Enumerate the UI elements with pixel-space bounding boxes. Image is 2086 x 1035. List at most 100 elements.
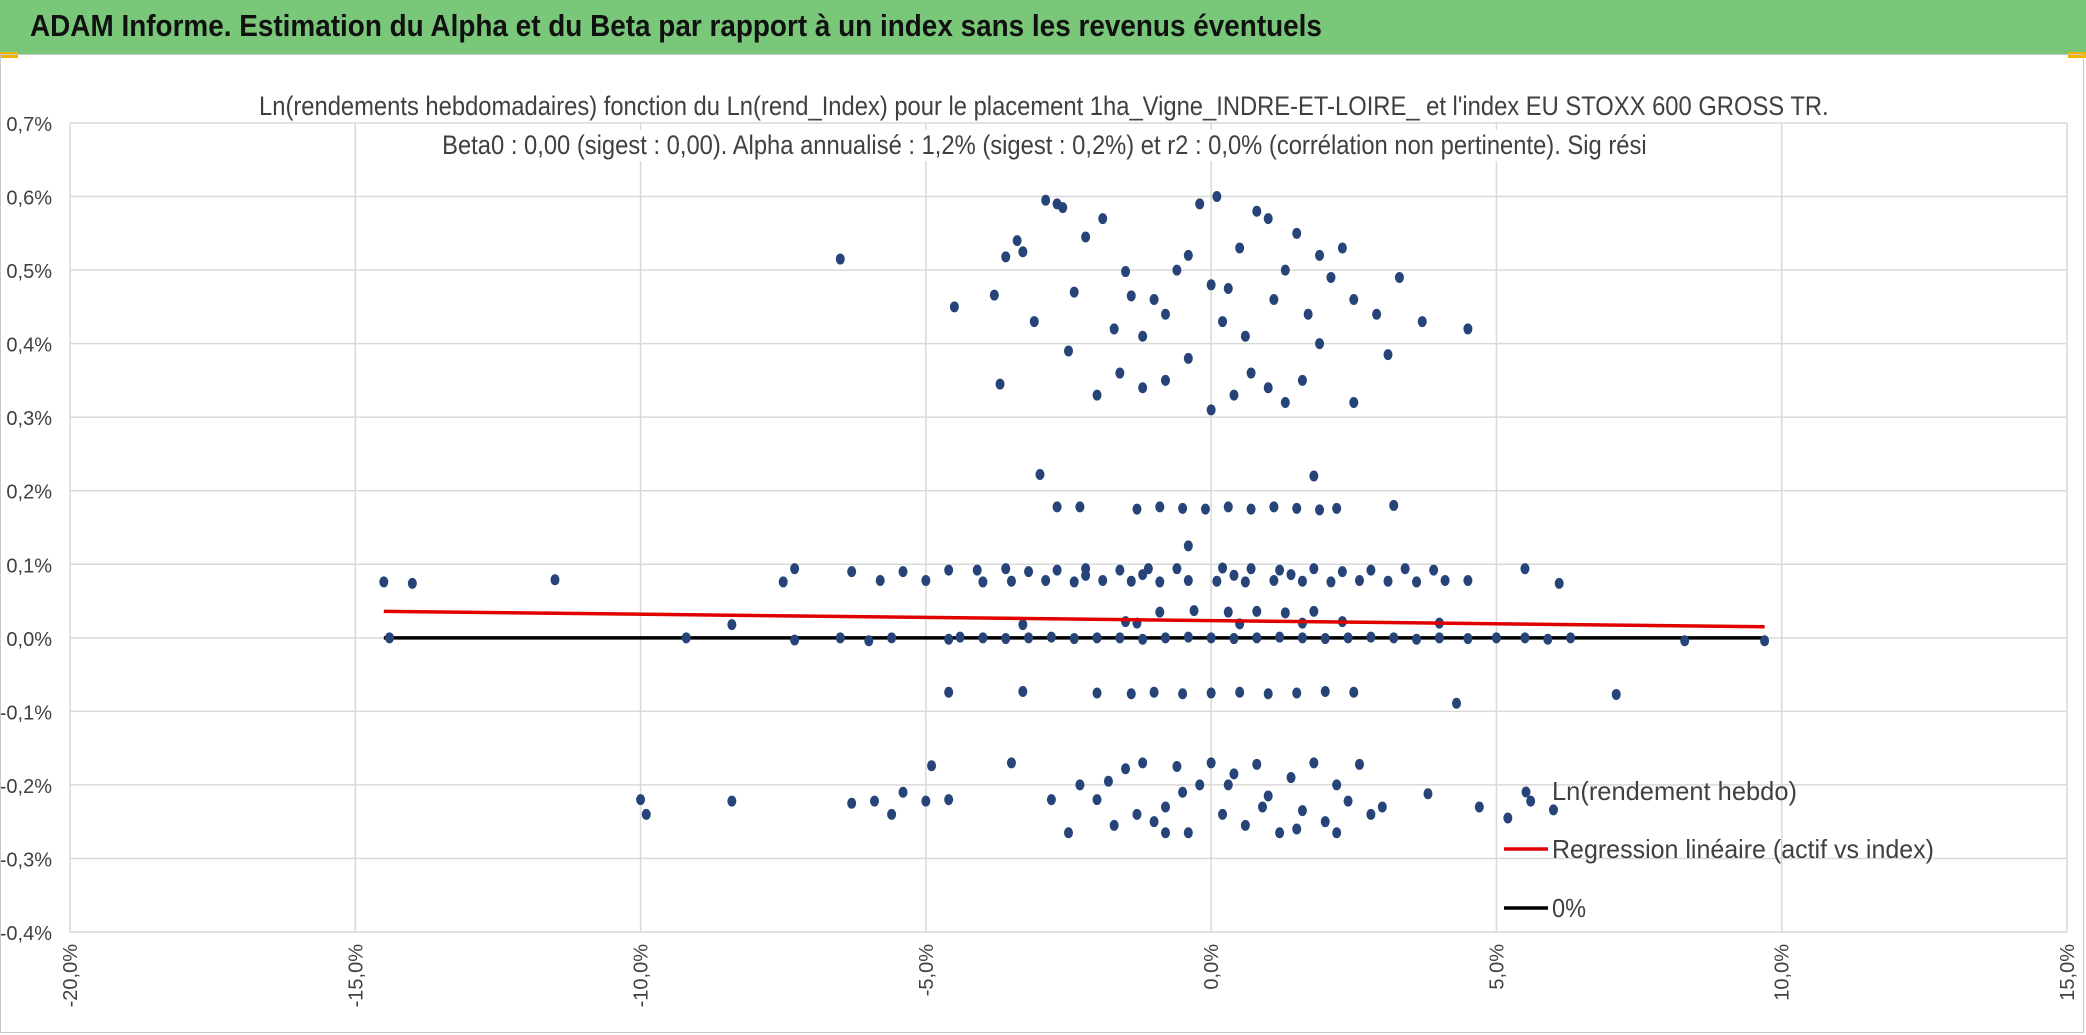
data-point (1263, 382, 1273, 394)
data-point (887, 632, 897, 644)
data-point (1389, 499, 1399, 511)
data-point (1081, 569, 1091, 581)
data-point (1206, 757, 1216, 769)
data-point (1303, 308, 1313, 320)
data-point (1394, 271, 1404, 283)
data-point (1463, 633, 1473, 645)
data-point (1160, 308, 1170, 320)
data-point (1115, 632, 1125, 644)
data-point (1332, 779, 1342, 791)
data-point (972, 564, 982, 576)
data-point (1058, 202, 1068, 214)
data-point (1126, 688, 1136, 700)
data-point (1372, 308, 1382, 320)
data-point (1052, 564, 1062, 576)
data-point (1440, 574, 1450, 586)
data-point (1212, 575, 1222, 587)
data-point (1526, 795, 1536, 807)
data-point (1520, 632, 1530, 644)
report-title: ADAM Informe. Estimation du Alpha et du … (30, 8, 1322, 43)
data-point (1349, 396, 1359, 408)
data-point (1121, 616, 1131, 628)
data-point (1337, 566, 1347, 578)
data-point (1183, 352, 1193, 364)
chart-title-line1: Ln(rendements hebdomadaires) fonction du… (1, 91, 2086, 122)
data-point (1218, 316, 1228, 328)
data-point (1240, 576, 1250, 588)
data-point (1366, 808, 1376, 820)
data-point (1292, 687, 1302, 699)
data-point (1326, 576, 1336, 588)
data-point (1229, 389, 1239, 401)
data-point (1286, 569, 1296, 581)
data-point (1172, 761, 1182, 773)
data-point (1178, 502, 1188, 514)
regression-line (383, 609, 1765, 629)
data-point (1269, 574, 1279, 586)
data-point (1315, 249, 1325, 261)
x-tick-label: 0,0% (1201, 944, 1223, 990)
data-point (1195, 779, 1205, 791)
data-point (1126, 575, 1136, 587)
data-point (1018, 686, 1028, 698)
data-point (1223, 779, 1233, 791)
data-point (1292, 502, 1302, 514)
data-point (1012, 235, 1022, 247)
data-point (1132, 808, 1142, 820)
data-point (1223, 282, 1233, 294)
data-point (1075, 779, 1085, 791)
data-point (1760, 635, 1770, 647)
data-point (1229, 768, 1239, 780)
data-point (1246, 563, 1256, 575)
data-point (1183, 249, 1193, 261)
data-point (1297, 805, 1307, 817)
data-point (1343, 632, 1353, 644)
data-point (1548, 804, 1558, 816)
data-point (1206, 632, 1216, 644)
x-tick-label: -5,0% (916, 944, 938, 996)
x-tick-label: -15,0% (345, 944, 367, 1008)
data-point (1434, 632, 1444, 644)
data-point (1155, 606, 1165, 618)
y-tick-label: 0,6% (6, 188, 52, 210)
data-point (1412, 576, 1422, 588)
data-point (1081, 231, 1091, 243)
data-point (1160, 374, 1170, 386)
data-point (1252, 632, 1262, 644)
data-point (1366, 631, 1376, 643)
data-point (1121, 763, 1131, 775)
y-tick-label: -0,2% (1, 776, 52, 798)
data-point (1297, 632, 1307, 644)
data-point (1297, 374, 1307, 386)
legend-label: Regression linéaire (actif vs index) (1552, 834, 1934, 864)
data-point (898, 566, 908, 578)
data-point (1263, 688, 1273, 700)
data-point (1474, 801, 1484, 813)
data-point (1235, 686, 1245, 698)
data-point (1046, 631, 1056, 643)
data-point (1069, 576, 1079, 588)
data-point (1018, 246, 1028, 258)
data-point (1218, 562, 1228, 574)
data-point (1206, 404, 1216, 416)
data-point (1680, 635, 1690, 647)
data-point (1280, 607, 1290, 619)
data-point (1263, 213, 1273, 225)
y-tick-label: -0,3% (1, 849, 52, 871)
data-point (1280, 264, 1290, 276)
data-point (1115, 564, 1125, 576)
data-point (1126, 290, 1136, 302)
data-point (1320, 816, 1330, 828)
data-point (1235, 242, 1245, 254)
data-point (1292, 227, 1302, 239)
data-point (1069, 633, 1079, 645)
data-point (1263, 790, 1273, 802)
data-point (1115, 367, 1125, 379)
data-point (1069, 286, 1079, 298)
corner-marker (0, 52, 18, 58)
data-point (949, 301, 959, 313)
data-point (1566, 632, 1576, 644)
chart-area: 0,7% 0,6% 0,5% 0,4% 0,3% 0,2% 0,1% 0,0% -0,1% -0,… (0, 54, 2084, 1033)
y-tick-label: 0,0% (6, 629, 52, 651)
data-point (1001, 633, 1011, 645)
